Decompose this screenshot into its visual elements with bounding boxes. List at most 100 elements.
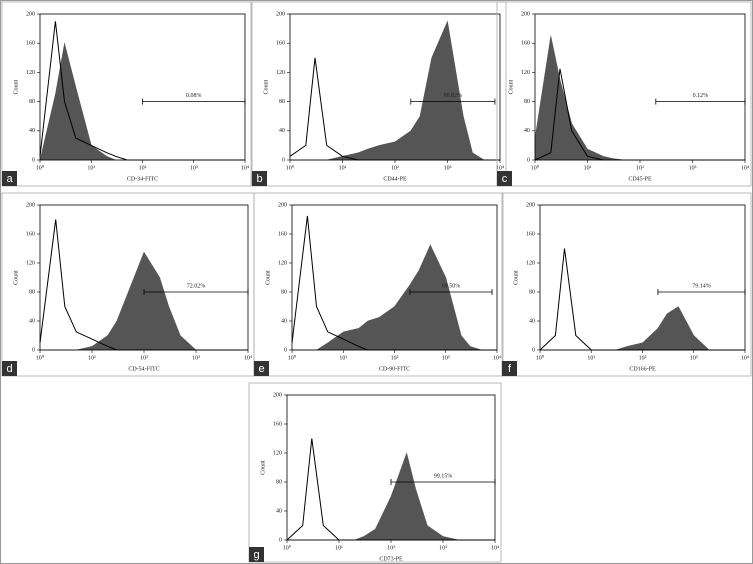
y-tick-label: 160	[273, 421, 282, 427]
y-axis-label: Count	[513, 270, 519, 285]
x-tick-label: 10⁰	[536, 354, 545, 361]
y-tick-label: 120	[26, 70, 35, 76]
gate-label: 0.12%	[693, 93, 709, 99]
gate-label: 0.08%	[186, 93, 202, 99]
x-tick-label: 10⁴	[741, 165, 749, 171]
y-tick-label: 40	[529, 318, 535, 324]
y-axis-label: Count	[13, 79, 19, 94]
x-tick-label: 10⁴	[244, 355, 252, 361]
panel-letter-box	[2, 361, 17, 376]
panel-letter: e	[258, 363, 264, 375]
y-tick-label: 200	[278, 202, 287, 208]
x-tick-label: 10⁰	[288, 354, 297, 361]
y-tick-label: 160	[276, 41, 285, 47]
panel-frame	[1, 1, 252, 187]
x-tick-label: 10⁰	[36, 354, 45, 361]
panel-frame	[496, 1, 752, 187]
x-axis-label: CD73-PE	[379, 556, 403, 562]
y-tick-label: 80	[29, 99, 35, 105]
y-tick-label: 0	[284, 347, 287, 353]
gate-label: 69.50%	[442, 283, 461, 289]
panel-letter: f	[508, 363, 512, 375]
panel-letter: a	[6, 173, 13, 185]
panel-frame	[248, 382, 502, 563]
y-tick-label: 80	[524, 99, 530, 105]
x-tick-label: 10³	[190, 165, 198, 171]
panel-frame	[501, 192, 752, 377]
x-tick-label: 10³	[442, 355, 450, 361]
x-tick-label: 10¹	[339, 355, 347, 361]
y-tick-label: 200	[276, 11, 285, 17]
y-tick-label: 80	[276, 479, 282, 485]
y-tick-label: 80	[279, 99, 285, 105]
y-tick-label: 200	[273, 392, 282, 398]
panel-letter: c	[502, 173, 508, 185]
x-tick-label: 10³	[192, 355, 200, 361]
y-tick-label: 80	[529, 289, 535, 295]
y-tick-label: 0	[32, 157, 35, 163]
y-axis-label: Count	[508, 79, 514, 94]
y-tick-label: 0	[532, 347, 535, 353]
y-tick-label: 160	[278, 231, 287, 237]
x-tick-label: 10³	[444, 165, 452, 171]
x-tick-label: 10²	[387, 545, 395, 551]
y-tick-label: 40	[276, 508, 282, 514]
x-axis-label: CD44-PE	[383, 176, 407, 182]
y-tick-label: 0	[32, 347, 35, 353]
y-axis-label: Count	[13, 270, 19, 285]
panel-letter-box	[252, 171, 267, 186]
y-tick-label: 200	[521, 11, 530, 17]
y-tick-label: 160	[526, 231, 535, 237]
y-axis-label: Count	[260, 460, 266, 475]
y-tick-label: 0	[279, 537, 282, 543]
x-axis-label: CD-34-FITC	[127, 176, 158, 182]
panel-frame	[253, 192, 504, 377]
y-tick-label: 120	[521, 70, 530, 76]
panel-letter-box	[497, 171, 512, 186]
x-axis-label: CD45-PE	[628, 176, 652, 182]
panel-letter: g	[253, 549, 259, 561]
y-tick-label: 80	[29, 289, 35, 295]
y-tick-label: 200	[526, 202, 535, 208]
panel-frame	[251, 1, 507, 187]
x-axis-label: CD-90-FITC	[379, 366, 410, 372]
sample-histogram	[292, 244, 497, 351]
y-tick-label: 200	[26, 202, 35, 208]
y-tick-label: 40	[279, 128, 285, 134]
gate-label: 99.15%	[434, 473, 453, 479]
panel-letter-box	[2, 171, 17, 186]
y-axis-label: Count	[265, 270, 271, 285]
y-tick-label: 160	[521, 41, 530, 47]
y-tick-label: 120	[276, 70, 285, 76]
y-tick-label: 160	[26, 41, 35, 47]
y-tick-label: 80	[281, 289, 287, 295]
panel-letter-box	[249, 547, 264, 562]
panel-letter-box	[254, 361, 269, 376]
y-tick-label: 120	[273, 450, 282, 456]
x-tick-label: 10²	[639, 355, 647, 361]
panel-letter-box	[502, 361, 517, 376]
x-tick-label: 10¹	[335, 545, 343, 551]
y-tick-label: 40	[281, 318, 287, 324]
x-tick-label: 10³	[439, 545, 447, 551]
gate-label: 79.14%	[692, 283, 711, 289]
y-tick-label: 160	[26, 231, 35, 237]
gate-label: 98.82%	[444, 93, 463, 99]
x-tick-label: 10³	[690, 355, 698, 361]
y-tick-label: 40	[29, 128, 35, 134]
x-tick-label: 10⁴	[241, 165, 249, 171]
gate-label: 72.02%	[187, 283, 206, 289]
x-tick-label: 10²	[391, 355, 399, 361]
x-axis-label: CD-54-FITC	[128, 366, 159, 372]
x-tick-label: 10¹	[88, 355, 96, 361]
x-tick-label: 10⁴	[493, 355, 501, 361]
x-tick-label: 10⁴	[741, 355, 749, 361]
x-tick-label: 10²	[140, 355, 148, 361]
y-tick-label: 120	[26, 260, 35, 266]
x-tick-label: 10²	[391, 165, 399, 171]
panel-letter: b	[256, 173, 262, 185]
x-axis-label: CD166-PE	[629, 366, 656, 372]
y-tick-label: 120	[278, 260, 287, 266]
x-tick-label: 10⁴	[491, 545, 499, 551]
